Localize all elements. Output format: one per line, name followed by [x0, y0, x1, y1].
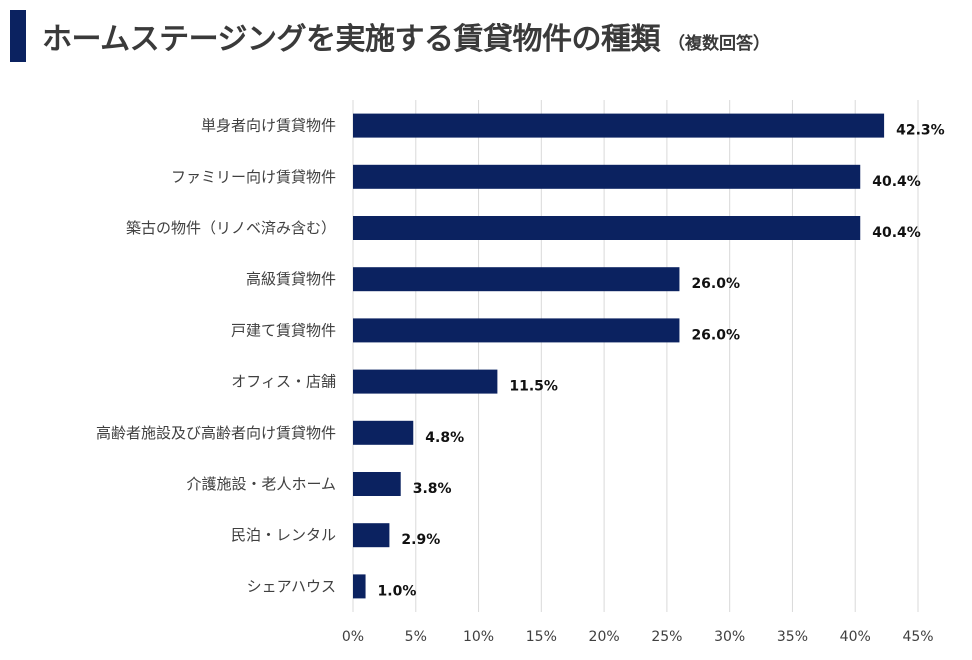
bar [353, 523, 390, 548]
data-label: 42.3% [896, 123, 945, 139]
bar [353, 267, 680, 292]
bar [353, 216, 861, 240]
x-tick-label: 45% [902, 629, 933, 645]
data-label: 4.8% [425, 430, 464, 446]
data-label: 40.4% [872, 225, 921, 241]
x-tick-label: 40% [840, 629, 871, 645]
category-label: 築古の物件（リノベ済み含む） [126, 219, 336, 237]
x-tick-label: 35% [777, 629, 808, 645]
category-label: 戸建て賃貸物件 [231, 321, 336, 339]
x-tick-label: 5% [405, 629, 427, 645]
bar [353, 318, 680, 343]
bar [353, 369, 498, 394]
chart-title-block: ホームステージングを実施する賃貸物件の種類 （複数回答） [42, 14, 770, 58]
category-label: 高級賃貸物件 [246, 270, 336, 288]
x-tick-label: 0% [342, 629, 364, 645]
data-label: 26.0% [691, 276, 740, 292]
category-label: 民泊・レンタル [231, 526, 336, 544]
bar [353, 472, 401, 496]
data-label: 1.0% [378, 583, 417, 599]
bar [353, 113, 885, 138]
x-tick-label: 10% [463, 629, 494, 645]
data-label: 3.8% [413, 481, 452, 497]
data-label: 11.5% [509, 379, 558, 395]
x-tick-label: 25% [651, 629, 682, 645]
x-tick-label: 20% [589, 629, 620, 645]
x-tick-label: 30% [714, 629, 745, 645]
category-label: 単身者向け賃貸物件 [201, 117, 336, 135]
data-label: 2.9% [401, 532, 440, 548]
title-accent-bar [10, 10, 26, 62]
chart-title: ホームステージングを実施する賃貸物件の種類 [42, 22, 661, 57]
chart-subtitle: （複数回答） [668, 34, 770, 54]
x-tick-label: 15% [526, 629, 557, 645]
data-label: 26.0% [691, 327, 740, 343]
category-label: ファミリー向け賃貸物件 [171, 168, 336, 186]
bar [353, 164, 861, 189]
bar [353, 420, 414, 445]
category-label: オフィス・店舗 [231, 373, 336, 391]
category-label: 介護施設・老人ホーム [186, 475, 336, 493]
bar [353, 574, 366, 599]
category-label: シェアハウス [247, 577, 336, 595]
data-label: 40.4% [872, 174, 921, 190]
category-label: 高齢者施設及び高齢者向け賃貸物件 [96, 424, 336, 442]
